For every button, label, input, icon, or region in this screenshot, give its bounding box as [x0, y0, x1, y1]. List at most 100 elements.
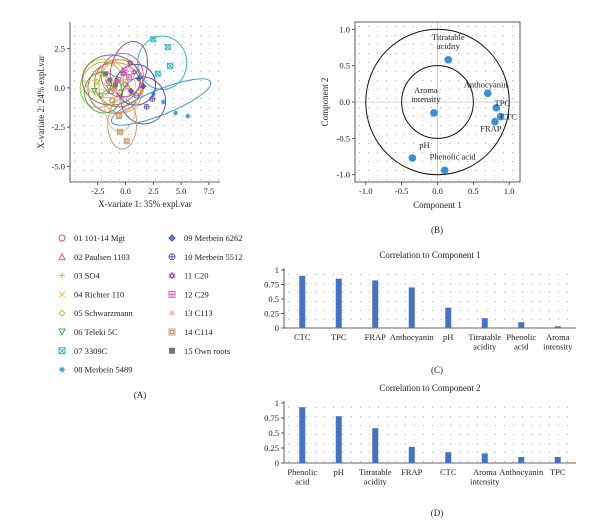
grid-dot	[494, 442, 497, 445]
grid-dot	[412, 106, 415, 109]
grid-dot	[314, 318, 317, 321]
grid-dot	[449, 424, 452, 427]
sample-point	[131, 68, 138, 76]
grid-dot	[457, 124, 460, 127]
grid-dot	[476, 273, 479, 276]
grid-dot	[181, 151, 184, 154]
grid-dot	[395, 300, 398, 303]
grid-dot	[199, 133, 202, 136]
grid-dot	[394, 34, 397, 37]
grid-dot	[439, 43, 442, 46]
grid-dot	[404, 309, 407, 312]
grid-dot	[323, 424, 326, 427]
grid-dot	[458, 291, 461, 294]
grid-dot	[448, 133, 451, 136]
category-label: pH	[443, 332, 453, 342]
grid-dot	[484, 43, 487, 46]
grid-dot	[385, 142, 388, 145]
grid-dot	[521, 300, 524, 303]
grid-dot	[385, 25, 388, 28]
grid-dot	[127, 160, 130, 163]
grid-dot	[91, 169, 94, 172]
grid-dot	[457, 160, 460, 163]
grid-dot	[127, 34, 130, 37]
grid-dot	[305, 291, 308, 294]
grid-dot	[385, 43, 388, 46]
grid-dot	[350, 291, 353, 294]
grid-dot	[287, 273, 290, 276]
grid-dot	[503, 273, 506, 276]
grid-dot	[430, 70, 433, 73]
grid-dot	[217, 70, 220, 73]
grid-dot	[466, 43, 469, 46]
grid-dot	[403, 124, 406, 127]
grid-dot	[422, 318, 425, 321]
grid-dot	[431, 318, 434, 321]
x-axis-label: Component 1	[413, 200, 462, 210]
sample-point	[140, 83, 147, 90]
grid-dot	[190, 61, 193, 64]
grid-dot	[145, 178, 148, 181]
grid-dot	[145, 133, 148, 136]
grid-dot	[82, 169, 85, 172]
grid-dot	[484, 115, 487, 118]
grid-dot	[511, 70, 514, 73]
grid-dot	[440, 291, 443, 294]
grid-dot	[467, 424, 470, 427]
grid-dot	[521, 309, 524, 312]
grid-dot	[208, 61, 211, 64]
grid-dot	[181, 25, 184, 28]
grid-dot	[287, 424, 290, 427]
y-tick-label: 0.0	[54, 83, 65, 93]
category-label: CTC	[440, 467, 457, 477]
legend-symbol	[58, 328, 66, 337]
grid-dot	[305, 460, 308, 463]
grid-dot	[566, 309, 569, 312]
grid-dot	[548, 406, 551, 409]
category-label: Titratable acidity	[468, 332, 501, 352]
grid-dot	[458, 424, 461, 427]
grid-dot	[439, 61, 442, 64]
grid-dot	[296, 300, 299, 303]
group-ellipse	[107, 98, 138, 150]
chart-title: Correlation to Component 2	[379, 383, 480, 393]
grid-dot	[422, 273, 425, 276]
grid-dot	[404, 282, 407, 285]
x-tick-label: 1.0	[504, 186, 515, 196]
grid-dot	[82, 133, 85, 136]
grid-dot	[476, 282, 479, 285]
grid-dot	[421, 115, 424, 118]
grid-dot	[217, 106, 220, 109]
grid-dot	[314, 309, 317, 312]
grid-dot	[466, 115, 469, 118]
grid-dot	[457, 142, 460, 145]
grid-dot	[466, 178, 469, 181]
grid-dot	[377, 424, 380, 427]
grid-dot	[449, 291, 452, 294]
grid-dot	[154, 142, 157, 145]
grid-dot	[154, 61, 157, 64]
grid-dot	[172, 25, 175, 28]
grid-dot	[403, 43, 406, 46]
grid-dot	[73, 160, 76, 163]
grid-dot	[502, 124, 505, 127]
grid-dot	[404, 442, 407, 445]
grid-dot	[109, 133, 112, 136]
grid-dot	[91, 52, 94, 55]
grid-dot	[475, 61, 478, 64]
grid-dot	[448, 70, 451, 73]
grid-dot	[82, 61, 85, 64]
grid-dot	[449, 300, 452, 303]
grid-dot	[199, 97, 202, 100]
grid-dot	[91, 178, 94, 181]
grid-dot	[217, 124, 220, 127]
variable-label: Anthocyanin	[464, 79, 509, 89]
y-tick-label: 0.75	[264, 413, 279, 423]
grid-dot	[485, 433, 488, 436]
grid-dot	[172, 133, 175, 136]
grid-dot	[431, 273, 434, 276]
grid-dot	[323, 406, 326, 409]
grid-dot	[431, 451, 434, 454]
grid-dot	[448, 34, 451, 37]
grid-dot	[404, 318, 407, 321]
